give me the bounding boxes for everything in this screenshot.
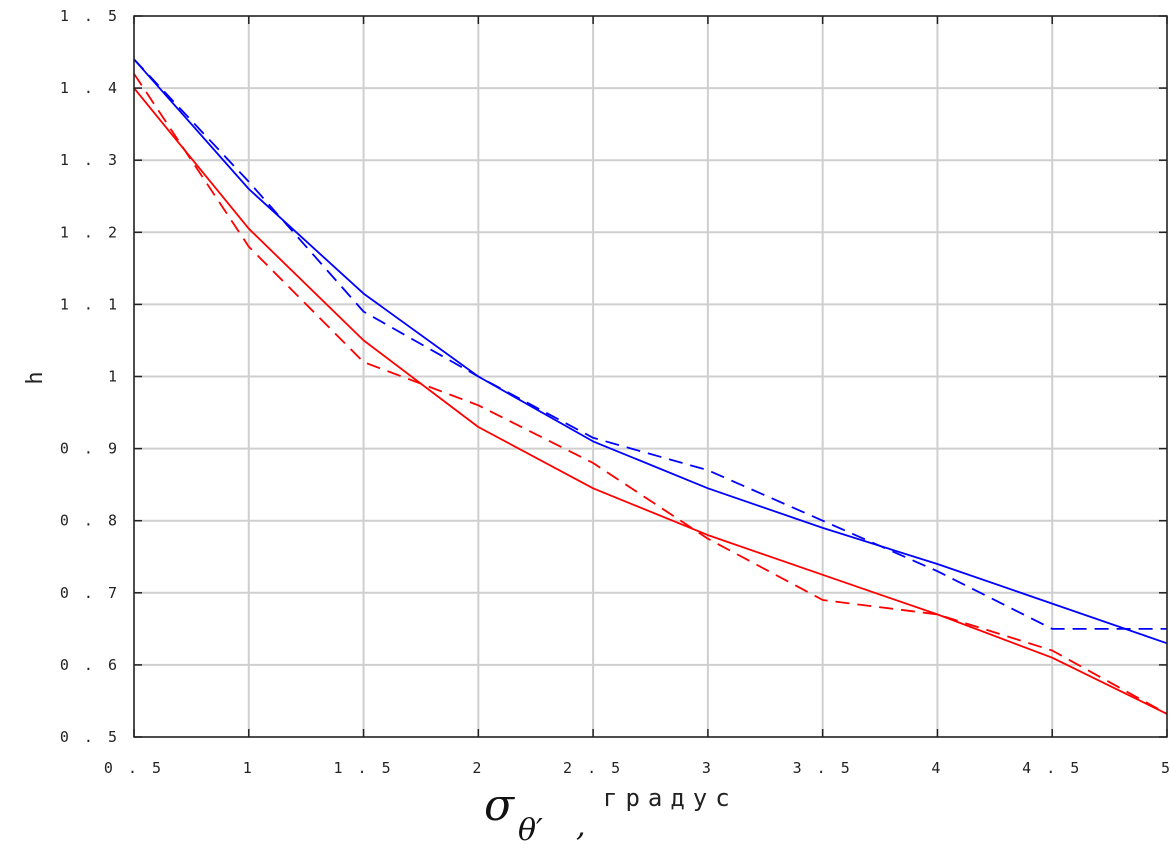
x-axis-label-symbol: σ bbox=[484, 780, 516, 831]
series-group bbox=[133, 58, 1168, 715]
y-tick-label: 0 . 7 bbox=[60, 584, 120, 602]
y-axis-label: h bbox=[23, 371, 48, 384]
y-tick-label: 0 . 9 bbox=[60, 440, 120, 458]
y-tick-label: 0 . 8 bbox=[60, 512, 120, 530]
y-tick-label: 0 . 6 bbox=[60, 656, 120, 674]
x-tick-label: 2 bbox=[472, 759, 484, 777]
series-line-2 bbox=[133, 58, 1167, 630]
series-line-1 bbox=[133, 58, 1168, 645]
x-axis-label-unit: градус bbox=[603, 784, 738, 812]
x-tick-label: 2 . 5 bbox=[563, 759, 623, 777]
y-tick-label: 1 bbox=[108, 368, 120, 386]
x-tick-label: 1 . 5 bbox=[333, 759, 393, 777]
series-line-4 bbox=[133, 73, 1168, 715]
x-tick-label: 4 bbox=[931, 759, 943, 777]
x-tick-label: 3 . 5 bbox=[793, 759, 853, 777]
x-tick-label: 4 . 5 bbox=[1022, 759, 1082, 777]
y-tick-label: 1 . 5 bbox=[60, 7, 120, 25]
x-tick-label: 1 bbox=[243, 759, 255, 777]
y-tick-label: 1 . 1 bbox=[60, 295, 120, 313]
x-axis-label-separator: , bbox=[576, 809, 586, 844]
x-axis-label: σ θ′ , градус bbox=[484, 780, 738, 848]
y-tick-label: 1 . 3 bbox=[60, 151, 120, 169]
x-tick-label: 0 . 5 bbox=[104, 759, 164, 777]
tick-group: 0 . 5 1 1 . 5 2 2 . 5 3 3 . 5 4 4 . 5 5 0 . 5 0 . 6… bbox=[60, 7, 1170, 777]
y-tick-label: 1 . 2 bbox=[60, 223, 120, 241]
y-tick-label: 0 . 5 bbox=[60, 728, 120, 746]
y-tick-label: 1 . 4 bbox=[60, 79, 120, 97]
x-axis-label-subscript: θ′ bbox=[518, 813, 543, 848]
grid bbox=[133, 15, 1168, 738]
series-line-3 bbox=[133, 87, 1168, 715]
x-tick-label: 5 bbox=[1161, 759, 1170, 777]
x-tick-label: 3 bbox=[702, 759, 714, 777]
